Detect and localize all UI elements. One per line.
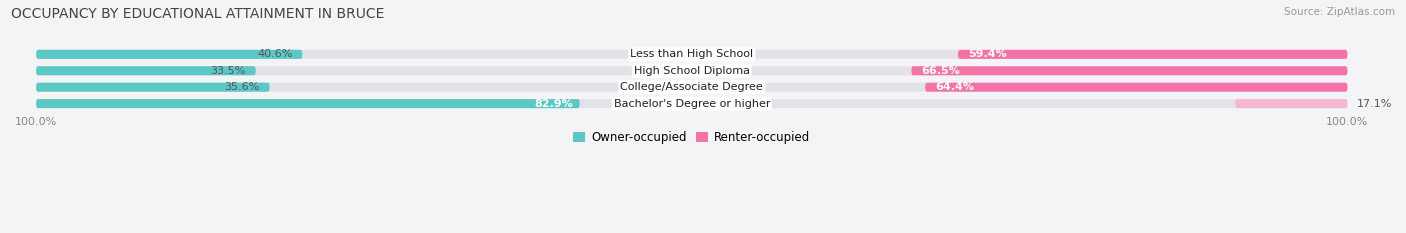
FancyBboxPatch shape (1236, 99, 1347, 108)
FancyBboxPatch shape (37, 99, 1347, 108)
Text: 33.5%: 33.5% (211, 66, 246, 76)
Text: College/Associate Degree: College/Associate Degree (620, 82, 763, 92)
FancyBboxPatch shape (925, 83, 1347, 92)
FancyBboxPatch shape (37, 66, 256, 75)
Text: 35.6%: 35.6% (225, 82, 260, 92)
Text: 82.9%: 82.9% (534, 99, 574, 109)
Text: OCCUPANCY BY EDUCATIONAL ATTAINMENT IN BRUCE: OCCUPANCY BY EDUCATIONAL ATTAINMENT IN B… (11, 7, 385, 21)
FancyBboxPatch shape (37, 99, 579, 108)
FancyBboxPatch shape (911, 66, 1347, 75)
Text: 59.4%: 59.4% (967, 49, 1007, 59)
FancyBboxPatch shape (37, 83, 1347, 92)
FancyBboxPatch shape (37, 83, 270, 92)
FancyBboxPatch shape (957, 50, 1347, 59)
Text: 64.4%: 64.4% (935, 82, 974, 92)
Text: Source: ZipAtlas.com: Source: ZipAtlas.com (1284, 7, 1395, 17)
Text: Less than High School: Less than High School (630, 49, 754, 59)
Legend: Owner-occupied, Renter-occupied: Owner-occupied, Renter-occupied (569, 126, 815, 149)
FancyBboxPatch shape (37, 50, 302, 59)
Text: 40.6%: 40.6% (257, 49, 292, 59)
Text: 66.5%: 66.5% (921, 66, 960, 76)
Text: Bachelor's Degree or higher: Bachelor's Degree or higher (613, 99, 770, 109)
Text: High School Diploma: High School Diploma (634, 66, 749, 76)
FancyBboxPatch shape (37, 66, 1347, 75)
FancyBboxPatch shape (37, 50, 1347, 59)
Text: 17.1%: 17.1% (1357, 99, 1393, 109)
